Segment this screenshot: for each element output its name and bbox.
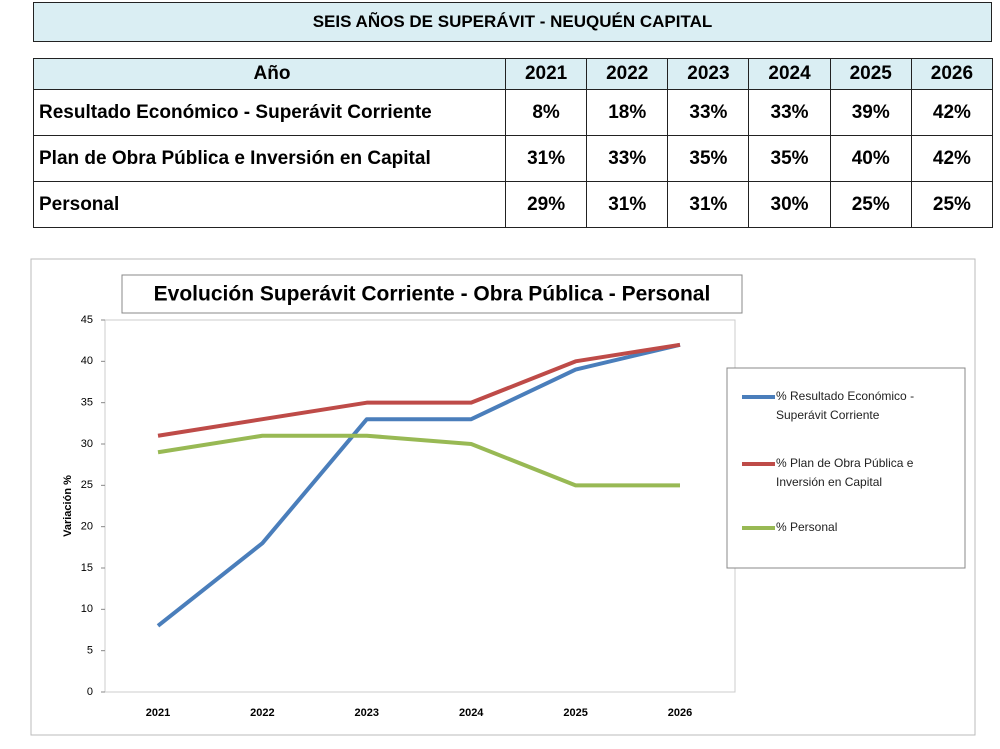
table-cell: 25% bbox=[910, 181, 994, 228]
legend-box bbox=[726, 367, 966, 569]
table-cell: 2026 bbox=[910, 58, 994, 90]
x-tick-label: 2022 bbox=[250, 707, 274, 719]
table-row: Año 2021 2022 2023 2024 2025 2026 bbox=[33, 58, 994, 90]
table-cell: Resultado Económico - Superávit Corrient… bbox=[33, 89, 506, 136]
table-cell: 8% bbox=[504, 89, 588, 136]
table-row: Resultado Económico - Superávit Corrient… bbox=[33, 89, 994, 136]
y-tick-label: 40 bbox=[81, 355, 93, 367]
table-cell: 2022 bbox=[586, 58, 669, 90]
y-tick-label: 25 bbox=[81, 479, 93, 491]
series-line bbox=[157, 342, 681, 438]
table-row: Personal 29% 31% 31% 30% 25% 25% bbox=[33, 181, 994, 228]
series-line bbox=[157, 433, 680, 488]
table-cell: 33% bbox=[748, 89, 831, 136]
table-cell: 2021 bbox=[504, 58, 588, 90]
y-tick-label: 15 bbox=[81, 562, 93, 574]
x-tick-label: 2025 bbox=[563, 707, 587, 719]
y-tick-label: 20 bbox=[81, 521, 93, 533]
table-cell: 31% bbox=[667, 181, 750, 228]
legend-label: % Resultado Económico - Superávit Corrie… bbox=[776, 389, 915, 422]
table-cell: 31% bbox=[504, 135, 588, 182]
y-tick-label: 30 bbox=[81, 438, 93, 450]
data-table: Año 2021 2022 2023 2024 2025 2026 Resultado Eco… bbox=[33, 58, 994, 228]
table-cell: 35% bbox=[748, 135, 831, 182]
x-tick-label: 2023 bbox=[355, 707, 379, 719]
y-axis-label: Variación % bbox=[62, 475, 74, 537]
table-row: Plan de Obra Pública e Inversión en Capi… bbox=[33, 135, 994, 182]
table-cell: 39% bbox=[829, 89, 912, 136]
table-cell: Año bbox=[33, 58, 506, 90]
table-cell: 18% bbox=[586, 89, 669, 136]
table-cell: 31% bbox=[586, 181, 669, 228]
table-cell: 25% bbox=[829, 181, 912, 228]
y-tick-label: 5 bbox=[87, 645, 93, 657]
chart-title-box bbox=[121, 274, 743, 314]
y-tick-label: 35 bbox=[81, 397, 93, 409]
table-cell: 40% bbox=[829, 135, 912, 182]
y-tick-label: 45 bbox=[81, 314, 93, 326]
table-cell: Personal bbox=[33, 181, 506, 228]
page-title: SEIS AÑOS DE SUPERÁVIT - NEUQUÉN CAPITAL bbox=[33, 2, 992, 42]
series-line bbox=[156, 342, 681, 628]
table-cell: 2025 bbox=[829, 58, 912, 90]
table-cell: 42% bbox=[910, 89, 994, 136]
table-cell: 2024 bbox=[748, 58, 831, 90]
legend-label: % Plan de Obra Pública e Inversión en Ca… bbox=[776, 456, 914, 489]
table-cell: 2023 bbox=[667, 58, 750, 90]
legend-label: % Personal bbox=[776, 520, 838, 534]
table-cell: 35% bbox=[667, 135, 750, 182]
table-cell: 29% bbox=[504, 181, 588, 228]
y-tick-label: 0 bbox=[87, 686, 93, 698]
x-tick-label: 2026 bbox=[668, 707, 692, 719]
chart-title: Evolución Superávit Corriente - Obra Púb… bbox=[154, 283, 711, 306]
y-tick-label: 10 bbox=[81, 603, 93, 615]
x-tick-label: 2024 bbox=[459, 707, 484, 719]
x-tick-label: 2021 bbox=[146, 707, 170, 719]
